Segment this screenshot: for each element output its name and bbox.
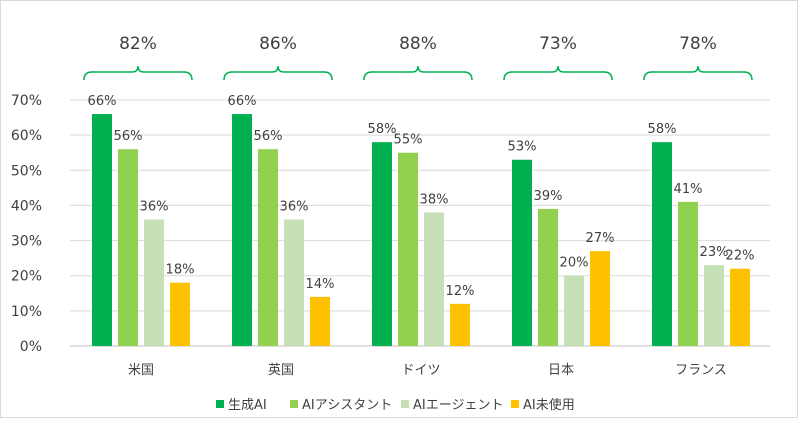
data-label: 58%: [368, 122, 397, 137]
brace: [503, 65, 613, 81]
data-label: 12%: [446, 284, 475, 299]
legend-swatch-3: [511, 400, 519, 408]
bar-1: [538, 208, 558, 346]
legend-label: AIエージェント: [413, 398, 503, 413]
bar-2: [564, 275, 584, 346]
brace: [83, 65, 193, 81]
brace: [643, 65, 753, 81]
y-tick-label: 0%: [20, 339, 42, 355]
data-label: 39%: [534, 189, 563, 204]
data-label: 56%: [114, 129, 143, 144]
x-tick-label: 日本: [548, 363, 574, 378]
data-label: 22%: [726, 249, 755, 264]
bar-3: [590, 251, 610, 346]
bar-1: [118, 149, 138, 346]
data-label: 27%: [586, 231, 615, 246]
y-tick-label: 60%: [11, 128, 42, 144]
data-label: 14%: [306, 277, 335, 292]
legend-swatch-2: [401, 400, 409, 408]
x-tick-label: ドイツ: [401, 363, 440, 378]
data-label: 55%: [394, 133, 423, 148]
bar-3: [310, 296, 330, 346]
legend-swatch-1: [290, 400, 298, 408]
bar-1: [678, 201, 698, 346]
group-total-label: 86%: [259, 34, 297, 54]
data-label: 53%: [508, 140, 537, 155]
data-label: 66%: [88, 94, 117, 109]
y-tick-label: 70%: [11, 93, 42, 109]
group-total-label: 88%: [399, 34, 437, 54]
data-label: 36%: [140, 199, 169, 214]
y-tick-label: 10%: [11, 304, 42, 320]
data-label: 18%: [166, 263, 195, 278]
bar-3: [170, 282, 190, 346]
group-total-label: 82%: [119, 34, 157, 54]
x-tick-label: フランス: [675, 363, 727, 378]
x-tick-label: 米国: [128, 363, 154, 378]
legend-label: AI未使用: [523, 397, 575, 413]
bar-2: [704, 265, 724, 346]
data-label: 66%: [228, 94, 257, 109]
legend-label: AIアシスタント: [302, 398, 392, 413]
bar-2: [144, 219, 164, 346]
y-tick-label: 30%: [11, 234, 42, 250]
bar-0: [372, 142, 392, 346]
y-tick-label: 20%: [11, 269, 42, 285]
bar-2: [424, 212, 444, 346]
bar-0: [232, 114, 252, 346]
group-total-label: 73%: [539, 34, 577, 54]
bar-1: [398, 152, 418, 346]
bar-0: [652, 142, 672, 346]
y-tick-label: 50%: [11, 163, 42, 179]
legend-label: 生成AI: [228, 398, 267, 413]
brace: [223, 65, 333, 81]
chart-frame: 0% 10% 20% 30% 40% 50% 60% 70% 66% 56% 36% 18% 米国 82%…: [0, 0, 798, 418]
bar-3: [730, 268, 750, 346]
legend-swatch-0: [216, 400, 224, 408]
bar-1: [258, 149, 278, 346]
y-tick-label: 40%: [11, 198, 42, 214]
data-label: 38%: [420, 192, 449, 207]
bar-2: [284, 219, 304, 346]
bar-0: [512, 159, 532, 346]
brace: [363, 65, 473, 81]
group-total-label: 78%: [679, 34, 717, 54]
data-label: 41%: [674, 182, 703, 197]
data-label: 36%: [280, 199, 309, 214]
x-tick-label: 英国: [268, 363, 294, 378]
data-label: 58%: [648, 122, 677, 137]
bar-0: [92, 114, 112, 346]
data-label: 56%: [254, 129, 283, 144]
data-label: 23%: [700, 245, 729, 260]
bar-3: [450, 303, 470, 346]
data-label: 20%: [560, 256, 589, 271]
